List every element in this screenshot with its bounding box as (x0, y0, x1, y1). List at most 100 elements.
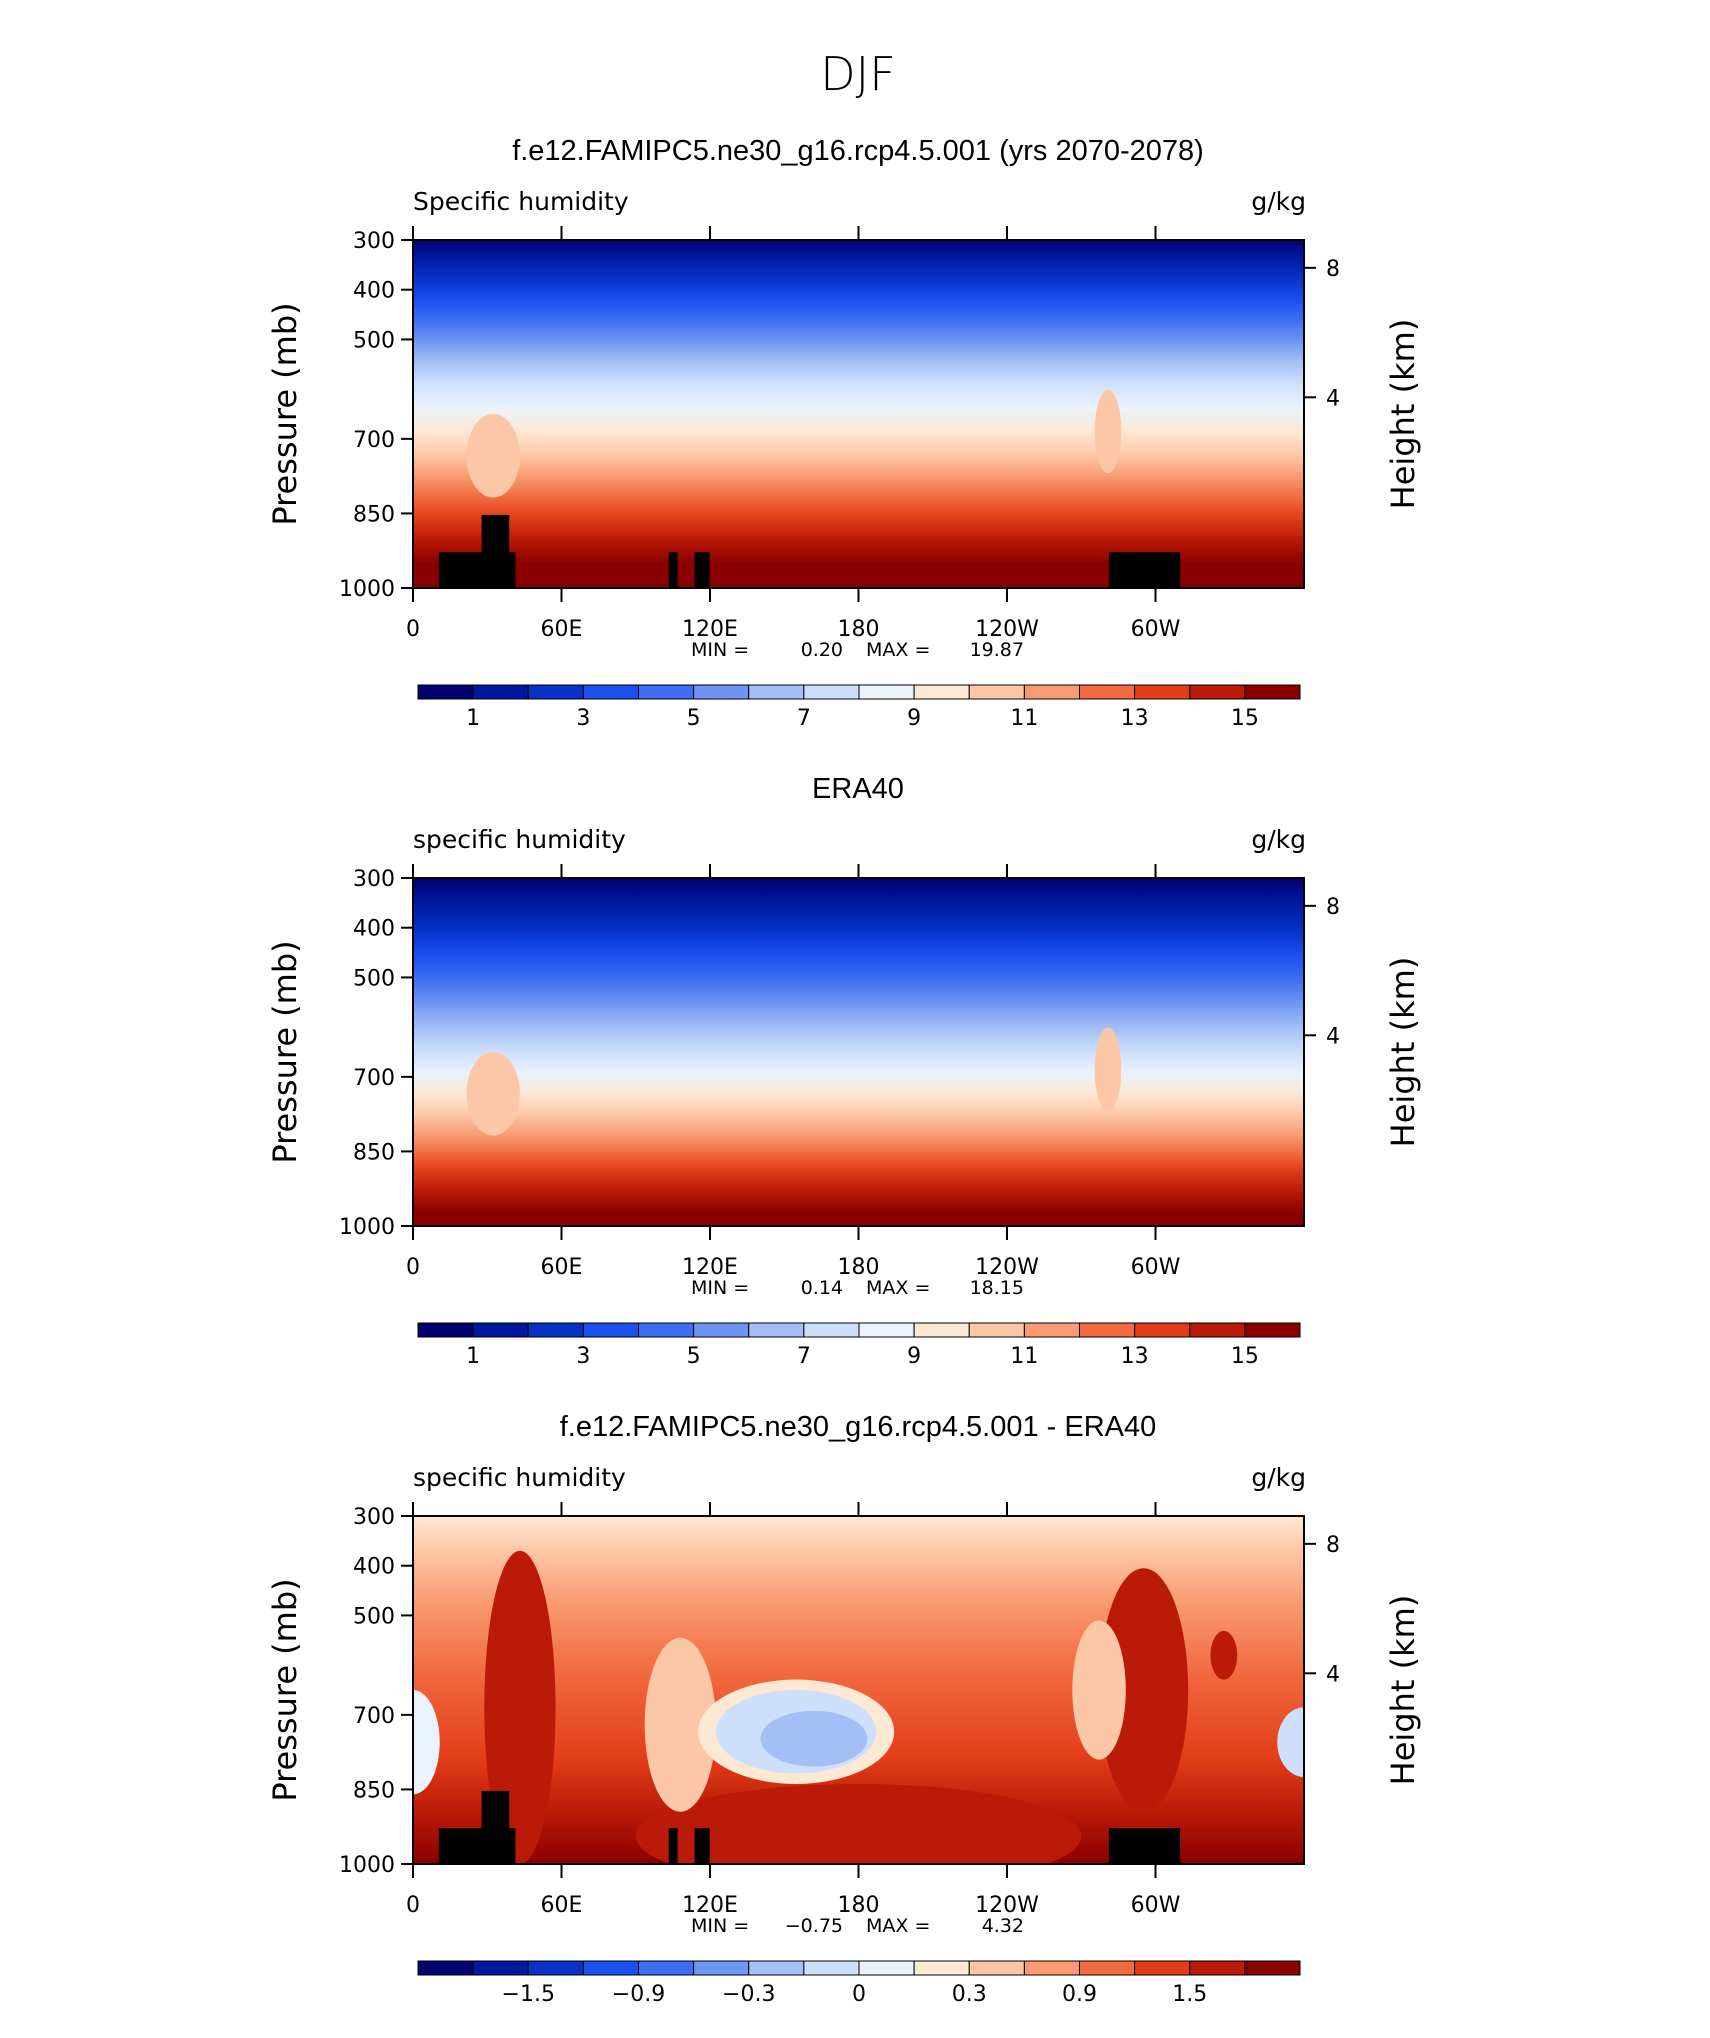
panel: f.e12.FAMIPC5.ne30_g16.rcp4.5.001 - ERA4… (266, 1411, 1422, 2007)
x-tick-label: 0 (406, 1893, 420, 1918)
x-tick-label: 120W (975, 1893, 1039, 1918)
colorbar-box (968, 1322, 1025, 1338)
panel-title: ERA40 (812, 773, 904, 805)
colorbar-box (638, 1322, 695, 1338)
colorbar-label: 3 (576, 706, 590, 731)
y-tick-label: 300 (353, 229, 395, 254)
terrain (481, 514, 510, 588)
field-feature (1094, 389, 1122, 474)
colorbar-label: 0.9 (1062, 1982, 1097, 2007)
colorbar-box (1244, 1322, 1301, 1338)
min-text: MIN = (691, 1915, 749, 1937)
colorbar-box (638, 684, 695, 700)
x-tick-label: 120E (682, 617, 738, 642)
max-text: MAX = (866, 1915, 930, 1937)
colorbar-label: 0 (852, 1982, 866, 2007)
colorbar-box (417, 1322, 474, 1338)
y-tick-label: 1000 (339, 1215, 395, 1240)
colorbar-box (968, 1960, 1025, 1976)
colorbar-box (1023, 1960, 1080, 1976)
y-tick-label: 700 (353, 428, 395, 453)
terrain (694, 552, 710, 588)
colorbar-box (417, 684, 474, 700)
max-value: 19.87 (970, 639, 1024, 661)
colorbar-box (858, 1322, 915, 1338)
colorbar-box (1079, 1322, 1136, 1338)
variable-label: specific humidity (413, 825, 626, 854)
max-value: 4.32 (982, 1915, 1024, 1937)
terrain (1108, 1828, 1181, 1864)
y-tick-label: 700 (353, 1066, 395, 1091)
colorbar-box (1244, 684, 1301, 700)
variable-label: Specific humidity (413, 187, 629, 216)
y2-tick-label: 8 (1326, 257, 1340, 282)
min-value: 0.14 (801, 1277, 843, 1299)
y2-axis-label: Height (km) (1384, 319, 1422, 510)
colorbar-box (693, 684, 750, 700)
field-fill (413, 878, 1304, 1226)
colorbar-box (1244, 1960, 1301, 1976)
colorbar-box (472, 1322, 529, 1338)
terrain (694, 1828, 710, 1864)
colorbar-label: 7 (797, 1344, 811, 1369)
x-tick-label: 180 (838, 1255, 880, 1280)
min-text: MIN = (691, 639, 749, 661)
y-tick-label: 500 (353, 966, 395, 991)
colorbar-label: 7 (797, 706, 811, 731)
x-tick-label: 60W (1131, 617, 1181, 642)
colorbar-label: 1.5 (1172, 1982, 1207, 2007)
colorbar-label: 5 (687, 706, 701, 731)
colorbar-box (803, 684, 860, 700)
x-tick-label: 60E (541, 1893, 583, 1918)
y-axis-label: Pressure (mb) (266, 940, 304, 1163)
colorbar-box (748, 1322, 805, 1338)
colorbar-box (1189, 1960, 1246, 1976)
y-tick-label: 500 (353, 328, 395, 353)
colorbar-box (527, 684, 584, 700)
y-axis-label: Pressure (mb) (266, 302, 304, 525)
y2-axis-label: Height (km) (1384, 957, 1422, 1148)
colorbar-box (913, 1322, 970, 1338)
colorbar-box (638, 1960, 695, 1976)
panel-title: f.e12.FAMIPC5.ne30_g16.rcp4.5.001 (yrs 2… (512, 135, 1204, 167)
x-tick-label: 180 (838, 1893, 880, 1918)
y-axis-label: Pressure (mb) (266, 1578, 304, 1801)
colorbar-label: 9 (907, 1344, 921, 1369)
min-value: −0.75 (785, 1915, 843, 1937)
colorbar-box (1023, 684, 1080, 700)
colorbar-label: 11 (1010, 1344, 1038, 1369)
colorbar-label: −0.3 (722, 1982, 775, 2007)
panel-title: f.e12.FAMIPC5.ne30_g16.rcp4.5.001 - ERA4… (560, 1411, 1156, 1443)
y2-axis-label: Height (km) (1384, 1595, 1422, 1786)
colorbar-label: 0.3 (952, 1982, 987, 2007)
colorbar-label: 9 (907, 706, 921, 731)
contour-field (413, 878, 1304, 1226)
colorbar-box (693, 1960, 750, 1976)
colorbar-label: 15 (1231, 706, 1259, 731)
colorbar-box (1023, 1322, 1080, 1338)
colorbar-box (858, 684, 915, 700)
x-tick-label: 60E (541, 1255, 583, 1280)
y2-tick-label: 4 (1326, 1662, 1340, 1687)
y-tick-label: 850 (353, 1778, 395, 1803)
y-tick-label: 850 (353, 1140, 395, 1165)
y-tick-label: 300 (353, 1505, 395, 1530)
x-tick-label: 0 (406, 617, 420, 642)
x-tick-label: 120E (682, 1255, 738, 1280)
colorbar-box (693, 1322, 750, 1338)
colorbar-label: 11 (1010, 706, 1038, 731)
field-negative (760, 1710, 868, 1767)
colorbar-box (803, 1322, 860, 1338)
max-text: MAX = (866, 639, 930, 661)
colorbar-box (472, 1960, 529, 1976)
colorbar-box (417, 1960, 474, 1976)
colorbar-box (1079, 684, 1136, 700)
colorbar-label: 13 (1121, 1344, 1149, 1369)
colorbar-box (472, 684, 529, 700)
y-tick-label: 400 (353, 279, 395, 304)
colorbar-label: 13 (1121, 706, 1149, 731)
field-fill (413, 240, 1304, 588)
terrain (1108, 552, 1181, 588)
x-tick-label: 60W (1131, 1255, 1181, 1280)
